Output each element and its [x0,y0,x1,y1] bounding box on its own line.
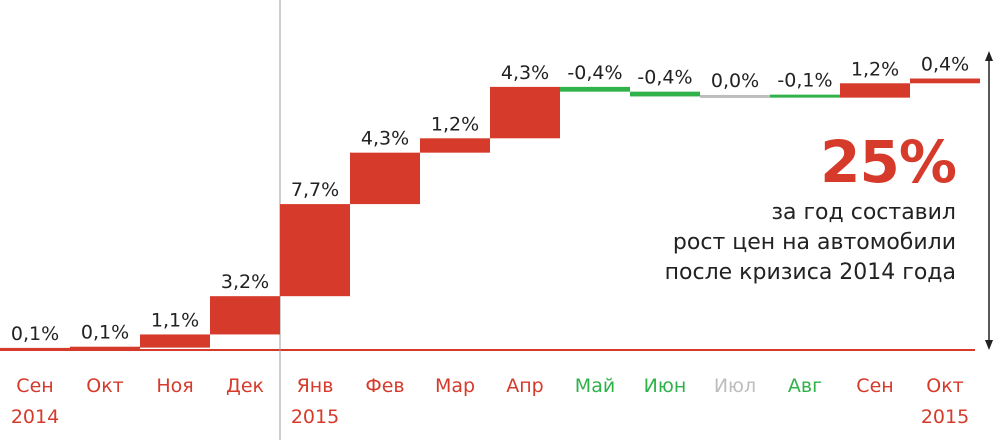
description-line-1: за год составил [771,200,956,225]
data-label-12: -0,1% [777,70,832,92]
total-growth-description: за год составил рост цен на автомобили п… [596,198,956,288]
description-line-3: после кризиса 2014 года [664,260,956,285]
bar-7 [420,138,490,153]
data-label-13: 1,2% [851,58,899,80]
x-tick-label-7: Мар [435,375,475,397]
x-tick-label-8: Апр [506,375,543,397]
bar-14 [910,78,980,84]
data-label-7: 1,2% [431,113,479,135]
description-line-2: рост цен на автомобили [672,230,956,255]
bar-6 [350,152,420,205]
total-arrow-head-top [985,51,993,61]
bar-4 [210,296,280,335]
x-tick-label-9: Май [575,375,615,397]
bar-3 [140,334,210,348]
data-label-2: 0,1% [81,322,129,344]
bar-13 [840,83,910,98]
data-label-14: 0,4% [921,54,969,76]
x-tick-year-1: 2014 [11,406,59,428]
x-tick-label-11: Июл [714,375,756,397]
x-tick-year-14: 2015 [921,406,969,428]
data-label-3: 1,1% [151,309,199,331]
data-label-4: 3,2% [221,271,269,293]
bar-2 [70,346,140,350]
bar-8 [490,86,560,139]
data-label-10: -0,4% [637,67,692,89]
data-label-1: 0,1% [11,323,59,345]
data-label-11: 0,0% [711,70,759,92]
bar-9 [560,86,630,92]
bar-12 [770,94,840,98]
bar-5 [280,204,350,297]
data-label-6: 4,3% [361,128,409,150]
total-arrow-head-bottom [985,340,993,350]
data-label-5: 7,7% [291,179,339,201]
x-tick-label-3: Ноя [156,375,193,397]
bar-1 [0,347,70,351]
x-tick-label-2: Окт [86,375,124,397]
x-tick-label-1: Сен [16,375,53,397]
x-tick-label-14: Окт [926,375,964,397]
x-tick-label-13: Сен [856,375,893,397]
data-label-9: -0,4% [567,62,622,84]
bar-11 [700,94,770,98]
x-tick-year-5: 2015 [291,406,339,428]
x-tick-label-5: Янв [297,375,334,397]
x-tick-label-10: Июн [644,375,687,397]
x-tick-label-4: Дек [226,375,264,397]
total-growth-value: 25% [820,128,957,196]
x-tick-label-6: Фев [365,375,404,397]
bar-10 [630,91,700,97]
data-label-8: 4,3% [501,62,549,84]
x-tick-label-12: Авг [788,375,822,397]
